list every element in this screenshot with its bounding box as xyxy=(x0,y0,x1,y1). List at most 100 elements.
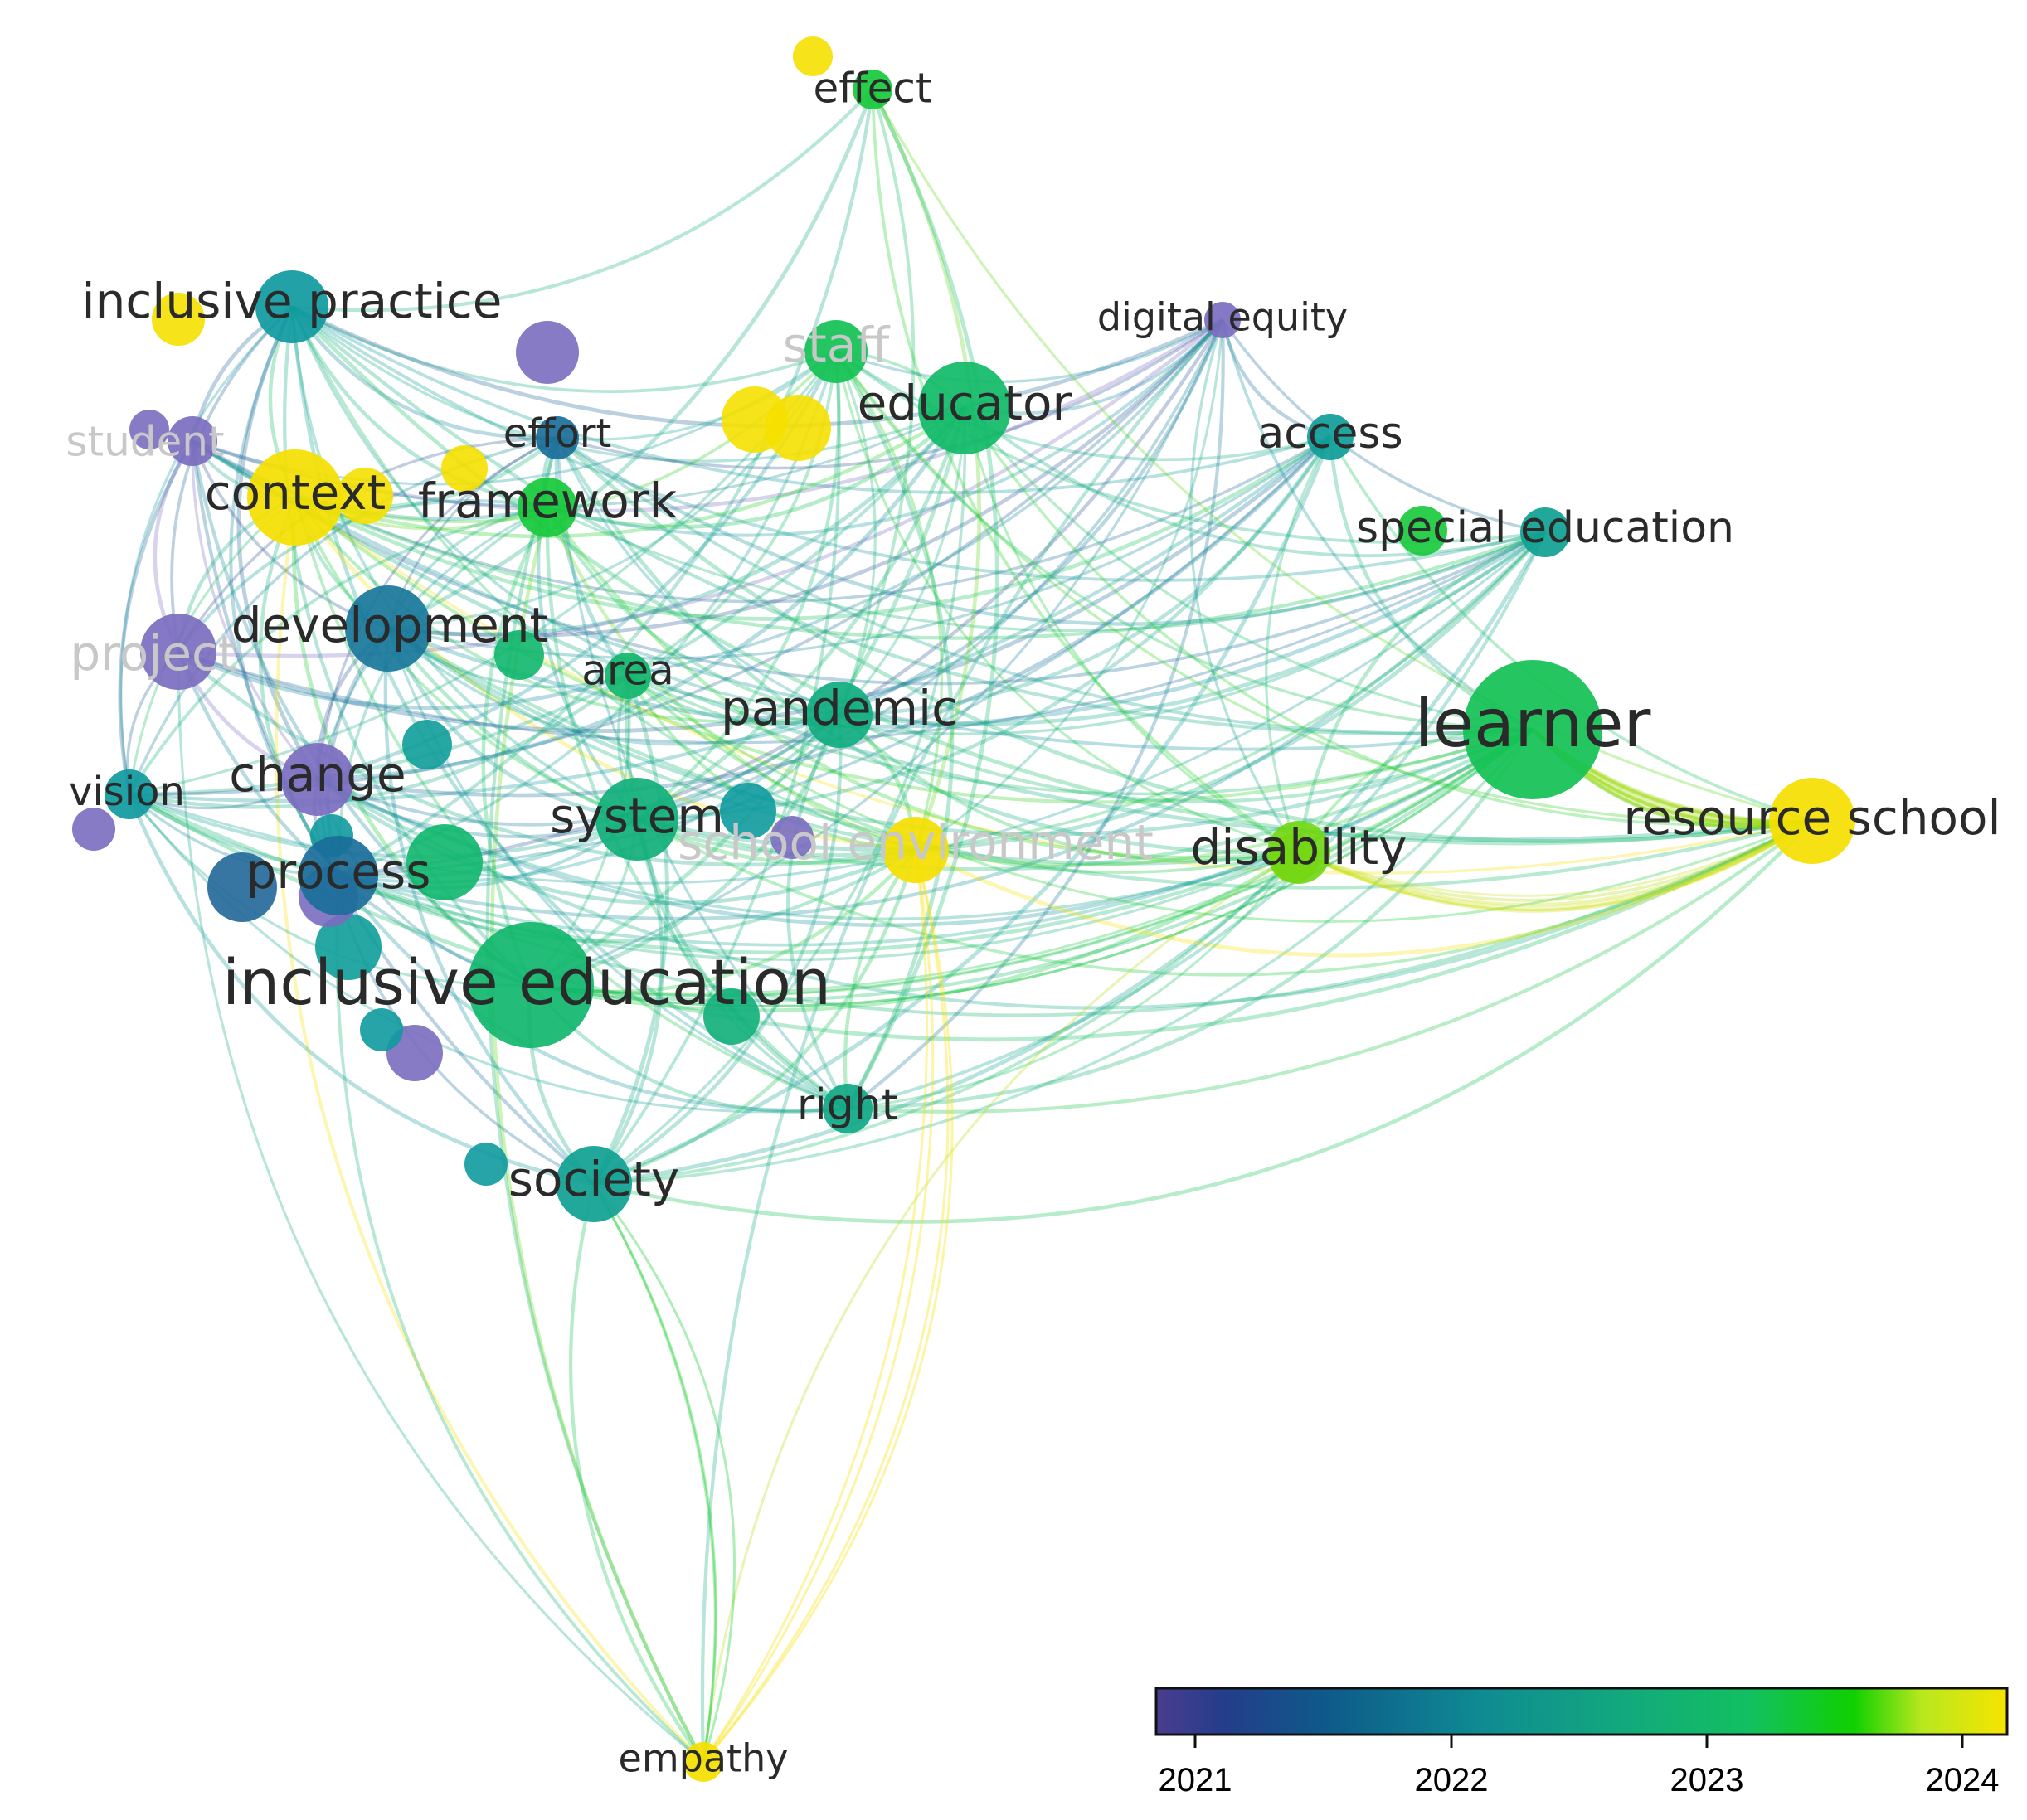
node-pandemic[interactable] xyxy=(806,682,873,748)
network-bubble xyxy=(516,321,579,384)
network-link xyxy=(337,89,875,877)
network-link xyxy=(129,406,966,797)
network-bubble xyxy=(765,395,831,461)
node-resource-school[interactable] xyxy=(1769,778,1855,864)
network-bubble xyxy=(793,36,833,76)
network-bubble xyxy=(315,914,382,980)
node-digital-equity[interactable] xyxy=(1204,302,1241,338)
node-area[interactable] xyxy=(605,653,651,699)
network-link xyxy=(635,407,967,821)
node-learner[interactable] xyxy=(1463,660,1602,799)
network-link xyxy=(128,794,532,987)
network-link xyxy=(1298,819,1813,908)
network-link xyxy=(290,306,840,716)
network-bubble xyxy=(720,783,776,839)
label-vision[interactable]: vision xyxy=(69,769,185,815)
node-change[interactable] xyxy=(281,743,354,816)
network-link xyxy=(839,319,1225,716)
node-empathy[interactable] xyxy=(683,1742,723,1782)
node-student[interactable] xyxy=(168,416,217,466)
node-educator[interactable] xyxy=(918,362,1011,454)
network-link xyxy=(317,435,1332,798)
network-link xyxy=(592,714,843,1186)
network-link xyxy=(702,849,935,1763)
label-right[interactable]: right xyxy=(797,1080,898,1130)
network-link xyxy=(294,435,1332,621)
network-link xyxy=(291,88,874,313)
node-school-environment[interactable] xyxy=(882,817,949,883)
label-digital-equity[interactable]: digital equity xyxy=(1097,295,1348,340)
label-special-education[interactable]: special education xyxy=(1356,503,1734,553)
network-link xyxy=(294,497,638,821)
network-link xyxy=(338,531,1547,921)
network-link xyxy=(845,88,999,1110)
network-bubble xyxy=(72,808,115,851)
node-vision[interactable] xyxy=(105,769,154,819)
network-link xyxy=(593,819,1814,1224)
label-area[interactable]: area xyxy=(581,647,674,695)
label-access[interactable]: access xyxy=(1257,409,1402,459)
network-nodes xyxy=(72,36,1855,1782)
node-effort[interactable] xyxy=(536,416,579,459)
node-inclusive-education[interactable] xyxy=(468,922,594,1048)
node-special-education[interactable] xyxy=(1520,507,1570,557)
network-link xyxy=(294,496,1546,640)
node-staff[interactable] xyxy=(804,320,868,383)
network-link xyxy=(915,728,1534,867)
network-link xyxy=(128,792,1814,1042)
network-link xyxy=(530,728,1534,997)
label-inclusive-education[interactable]: inclusive education xyxy=(222,945,831,1019)
node-development[interactable] xyxy=(345,585,431,672)
network-link xyxy=(847,531,1547,1110)
label-student[interactable]: student xyxy=(66,418,224,466)
label-empathy[interactable]: empathy xyxy=(619,1736,789,1781)
label-disability[interactable]: disability xyxy=(1191,819,1407,876)
node-context[interactable] xyxy=(247,449,343,546)
node-project[interactable] xyxy=(140,614,216,690)
label-effort[interactable]: effort xyxy=(503,410,612,457)
label-change[interactable]: change xyxy=(229,746,406,803)
node-process[interactable] xyxy=(299,836,378,915)
network-bubble xyxy=(360,1008,403,1051)
label-society[interactable]: society xyxy=(508,1151,679,1207)
label-framework[interactable]: framework xyxy=(418,473,678,529)
label-school-environment[interactable]: school environment xyxy=(678,814,1154,871)
network-link xyxy=(838,89,916,716)
network-bubble xyxy=(129,410,169,449)
label-system[interactable]: system xyxy=(550,788,724,844)
label-learner[interactable]: learner xyxy=(1415,685,1651,762)
network-link xyxy=(290,306,548,510)
network-link xyxy=(1298,819,1813,897)
network-link xyxy=(834,351,1300,854)
node-right[interactable] xyxy=(823,1084,873,1133)
node-system[interactable] xyxy=(595,778,678,861)
label-staff[interactable]: staff xyxy=(783,317,892,373)
label-inclusive-practice[interactable]: inclusive practice xyxy=(82,273,503,329)
network-link xyxy=(592,407,967,1186)
node-inclusive-practice[interactable] xyxy=(255,270,328,343)
node-society[interactable] xyxy=(556,1146,632,1222)
node-disability[interactable] xyxy=(1267,821,1330,884)
year-color-legend: 2021 2022 2023 2024 xyxy=(1154,1687,2009,1798)
network-link xyxy=(338,818,639,891)
network-link xyxy=(489,507,706,1764)
label-educator[interactable]: educator xyxy=(858,375,1072,431)
label-project[interactable]: project xyxy=(70,625,236,682)
label-pandemic[interactable]: pandemic xyxy=(721,680,958,736)
label-development[interactable]: development xyxy=(231,597,549,653)
network-link xyxy=(128,506,548,796)
network-bubble xyxy=(494,630,544,680)
node-access[interactable] xyxy=(1307,414,1354,460)
label-resource-school[interactable]: resource school xyxy=(1623,789,2000,846)
node-effect[interactable] xyxy=(853,70,892,109)
network-link xyxy=(290,305,1534,736)
network-link xyxy=(177,318,1224,658)
network-link xyxy=(838,713,1300,863)
node-framework[interactable] xyxy=(518,478,577,537)
label-process[interactable]: process xyxy=(246,843,431,900)
label-context[interactable]: context xyxy=(205,464,386,521)
network-link xyxy=(177,499,548,653)
label-effect[interactable]: effect xyxy=(813,65,931,113)
network-link xyxy=(963,406,1534,731)
network-link xyxy=(834,351,877,716)
